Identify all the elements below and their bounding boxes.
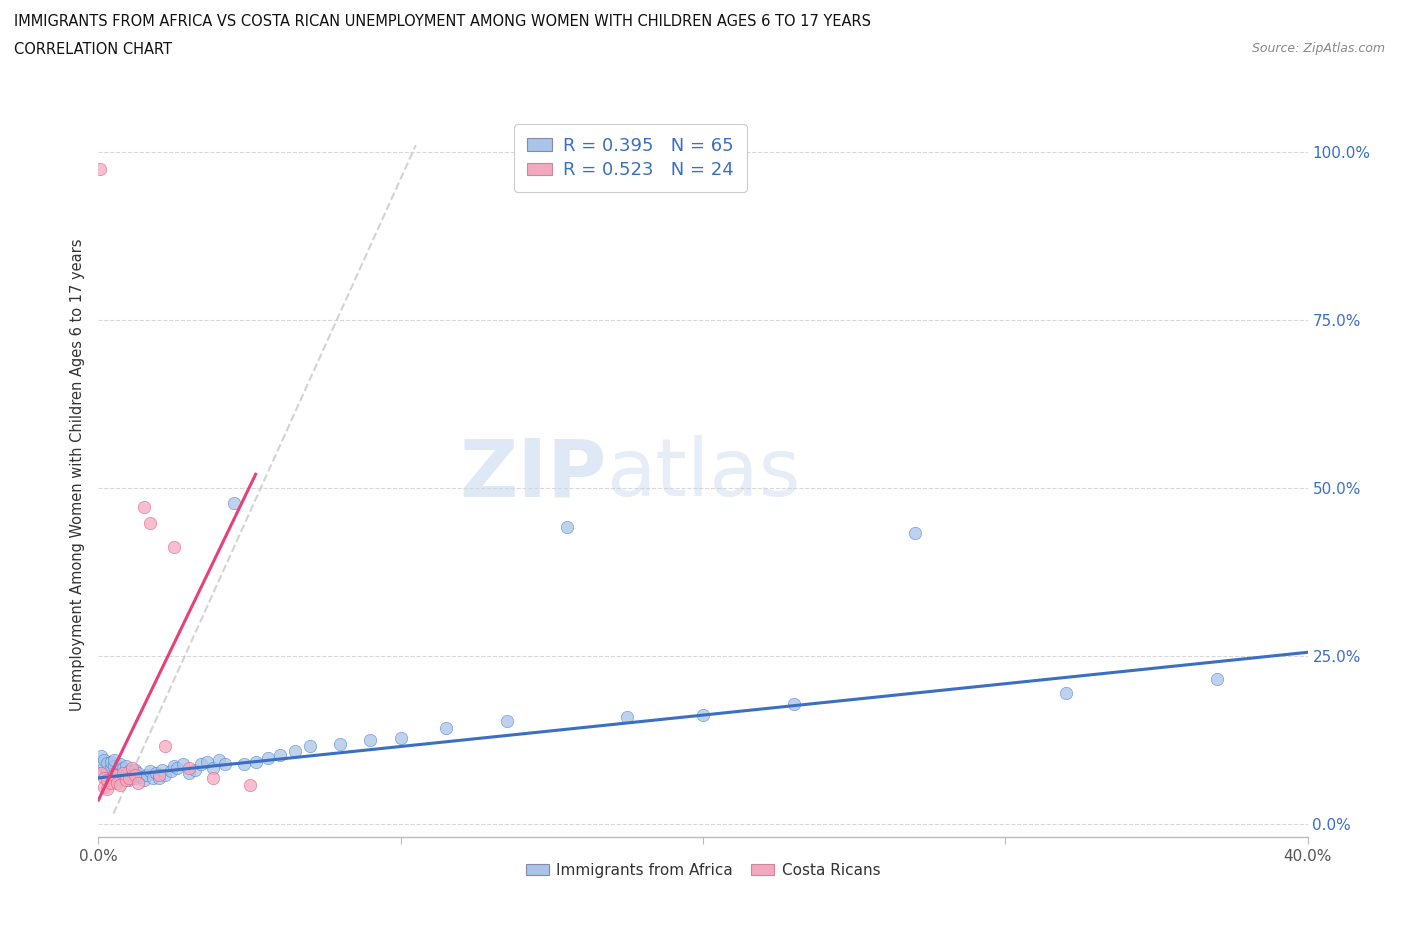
Point: [132, 773, 155, 788]
Text: ZIP: ZIP: [458, 435, 606, 513]
Y-axis label: Unemployment Among Women with Children Ages 6 to 17 years: Unemployment Among Women with Children A…: [70, 238, 86, 711]
Point: [135, 768, 157, 783]
Point: [269, 748, 291, 763]
Point: [111, 761, 134, 776]
Point: [195, 754, 218, 769]
Point: [93, 779, 115, 794]
Point: [163, 539, 186, 554]
Point: [114, 759, 136, 774]
Point: [202, 761, 225, 776]
Point: [103, 759, 125, 774]
Point: [495, 714, 517, 729]
Point: [93, 752, 115, 767]
Point: [904, 526, 927, 541]
Point: [1206, 671, 1229, 686]
Text: atlas: atlas: [606, 435, 800, 513]
Point: [114, 773, 136, 788]
Point: [329, 737, 352, 751]
Point: [100, 776, 122, 790]
Point: [108, 757, 131, 772]
Point: [118, 770, 141, 785]
Point: [96, 764, 118, 778]
Point: [127, 776, 149, 790]
Point: [127, 765, 149, 780]
Point: [111, 765, 134, 780]
Point: [153, 768, 176, 783]
Text: IMMIGRANTS FROM AFRICA VS COSTA RICAN UNEMPLOYMENT AMONG WOMEN WITH CHILDREN AGE: IMMIGRANTS FROM AFRICA VS COSTA RICAN UN…: [14, 14, 872, 29]
Point: [389, 730, 412, 745]
Point: [163, 759, 186, 774]
Point: [105, 763, 128, 777]
Point: [172, 757, 194, 772]
Point: [239, 777, 262, 792]
Point: [148, 770, 170, 785]
Point: [121, 761, 143, 776]
Text: Source: ZipAtlas.com: Source: ZipAtlas.com: [1251, 42, 1385, 55]
Point: [132, 499, 155, 514]
Point: [139, 515, 162, 530]
Point: [555, 519, 578, 534]
Point: [208, 752, 231, 767]
Point: [616, 710, 638, 724]
Point: [93, 770, 115, 785]
Point: [179, 761, 201, 776]
Point: [179, 765, 201, 780]
Point: [256, 751, 278, 765]
Point: [692, 708, 714, 723]
Point: [96, 773, 118, 788]
Point: [121, 768, 143, 783]
Point: [118, 764, 141, 778]
Point: [96, 756, 118, 771]
Point: [114, 768, 136, 783]
Point: [160, 764, 183, 778]
Point: [129, 769, 152, 784]
Point: [153, 738, 176, 753]
Point: [89, 161, 111, 176]
Point: [150, 763, 173, 777]
Point: [142, 770, 165, 785]
Point: [783, 697, 806, 711]
Legend: Immigrants from Africa, Costa Ricans: Immigrants from Africa, Costa Ricans: [519, 857, 887, 884]
Point: [90, 749, 112, 764]
Point: [96, 781, 118, 796]
Point: [90, 765, 112, 780]
Point: [93, 759, 115, 774]
Point: [111, 769, 134, 784]
Point: [96, 770, 118, 785]
Point: [145, 765, 167, 780]
Point: [108, 765, 131, 780]
Point: [190, 757, 212, 772]
Point: [139, 764, 162, 778]
Point: [100, 761, 122, 776]
Point: [1054, 685, 1077, 700]
Point: [434, 721, 457, 736]
Point: [224, 495, 246, 510]
Point: [299, 738, 322, 753]
Point: [105, 776, 128, 790]
Point: [184, 763, 207, 777]
Point: [166, 761, 188, 776]
Point: [360, 732, 382, 747]
Point: [124, 768, 146, 783]
Point: [108, 777, 131, 792]
Point: [103, 768, 125, 783]
Point: [100, 754, 122, 769]
Point: [214, 757, 236, 772]
Point: [202, 770, 225, 785]
Point: [103, 768, 125, 783]
Point: [124, 770, 146, 785]
Point: [118, 773, 141, 788]
Text: CORRELATION CHART: CORRELATION CHART: [14, 42, 172, 57]
Point: [103, 752, 125, 767]
Point: [245, 754, 267, 769]
Point: [232, 757, 254, 772]
Point: [105, 773, 128, 788]
Point: [284, 744, 307, 759]
Point: [124, 763, 146, 777]
Point: [90, 765, 112, 780]
Point: [148, 768, 170, 783]
